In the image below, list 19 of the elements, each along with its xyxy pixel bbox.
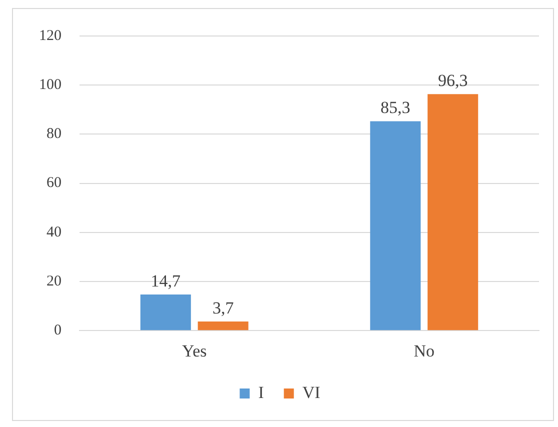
y-tick-label: 0 — [54, 322, 62, 339]
data-label: 85,3 — [380, 98, 410, 118]
x-tick-label: Yes — [182, 341, 207, 360]
y-tick-label: 20 — [46, 273, 62, 290]
bar — [140, 294, 191, 330]
y-tick-label: 100 — [39, 77, 62, 94]
y-tick-label: 40 — [46, 224, 62, 240]
data-label: 96,3 — [438, 71, 468, 90]
legend-label: VI — [302, 382, 321, 402]
data-label: 3,7 — [212, 298, 234, 318]
bar — [370, 121, 421, 330]
y-tick-label: 120 — [39, 28, 62, 44]
bar — [198, 322, 248, 330]
y-tick-label: 60 — [46, 175, 62, 192]
bar — [428, 94, 478, 330]
data-label: 14,7 — [150, 271, 182, 290]
legend-label: I — [258, 382, 264, 402]
x-tick-label: No — [414, 341, 435, 360]
y-tick-label: 80 — [46, 126, 62, 142]
